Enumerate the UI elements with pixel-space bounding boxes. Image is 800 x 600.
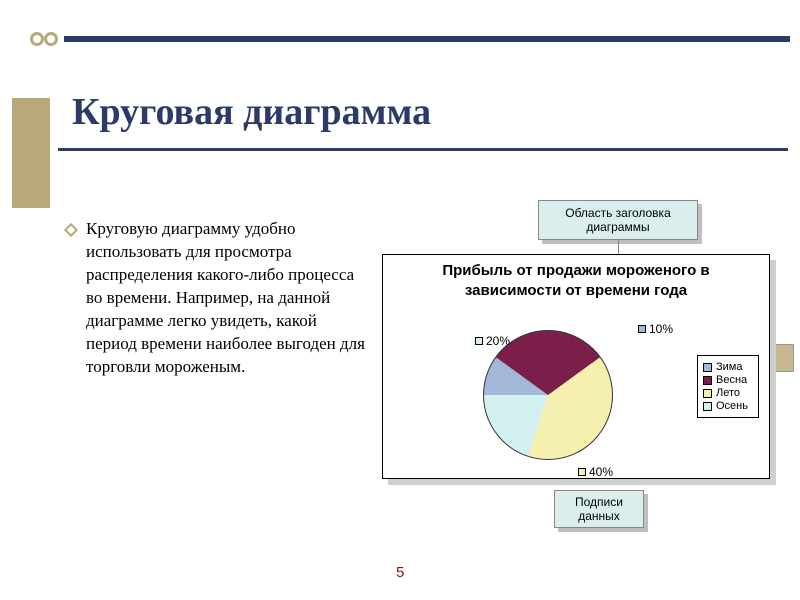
callout-data-labels: Подписи данных (554, 490, 644, 528)
decor-right-tab (774, 344, 794, 372)
decor-circle (44, 32, 58, 46)
body-text: Круговую диаграмму удобно использовать д… (86, 218, 371, 379)
bullet-icon (64, 223, 78, 237)
decor-circle (30, 32, 44, 46)
legend-item: Зима (703, 361, 753, 373)
decor-side-block (12, 98, 50, 208)
legend-item: Осень (703, 400, 753, 412)
legend-item: Лето (703, 387, 753, 399)
page-number: 5 (396, 564, 404, 581)
pie-slice-label: 40% (578, 465, 613, 479)
decor-top-bar (64, 36, 790, 42)
chart-legend: ЗимаВеснаЛетоОсень (697, 355, 759, 418)
pie-graphic: 10%30%40%20% (483, 330, 613, 460)
chart-title: Прибыль от продажи мороженого в зависимо… (393, 261, 759, 300)
pie-chart: Прибыль от продажи мороженого в зависимо… (382, 254, 770, 479)
page-title: Круговая диаграмма (72, 90, 431, 134)
pie-slice-label: 20% (475, 334, 510, 348)
legend-item: Весна (703, 374, 753, 386)
callout-chart-title-area: Область заголовка диаграммы (538, 200, 698, 240)
pie-slice-label: 10% (638, 322, 673, 336)
title-underline (58, 148, 788, 151)
callout-connector (618, 240, 619, 254)
